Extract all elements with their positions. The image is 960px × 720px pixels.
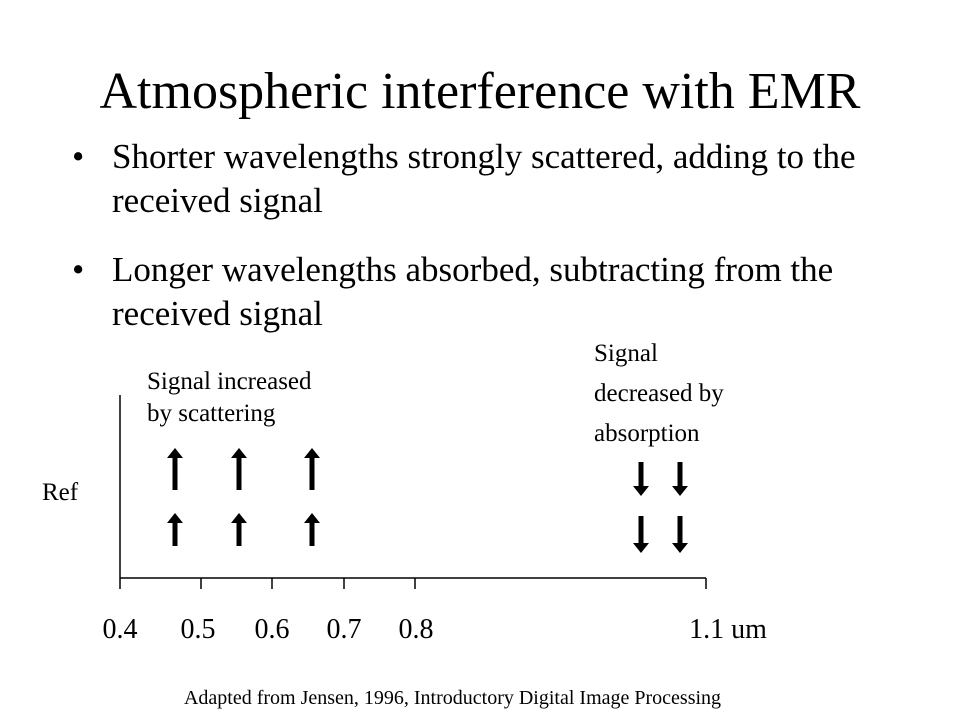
- bullet-item-absorption: • Longer wavelengths absorbed, subtracti…: [72, 248, 932, 336]
- arrow-down-icon: [672, 462, 688, 496]
- slide-title: Atmospheric interference with EMR: [99, 63, 861, 120]
- arrow-up-icon: [231, 448, 247, 490]
- x-tick-label: 0.4: [103, 614, 138, 645]
- signal-arrows: [167, 448, 688, 553]
- arrow-up-icon: [304, 448, 320, 490]
- arrow-up-icon: [231, 513, 247, 546]
- scatter-caption-line-1: Signal increased: [147, 368, 312, 395]
- bullet-dot: •: [72, 250, 85, 289]
- x-axis-tick-labels: 0.4 0.5 0.6 0.7 0.8 1.1 um: [103, 614, 768, 645]
- absorption-caption-line-3: absorption: [594, 420, 700, 447]
- bullet-text: Shorter wavelengths strongly scattered, …: [112, 137, 856, 220]
- scatter-caption-line-2: by scattering: [147, 400, 276, 427]
- x-tick-label: 0.6: [255, 614, 290, 645]
- x-axis-ticks: [119, 578, 707, 589]
- arrow-down-icon: [672, 516, 688, 553]
- x-tick-label: 1.1 um: [689, 614, 767, 645]
- arrow-up-icon: [167, 513, 183, 546]
- absorption-caption-line-2: decreased by: [594, 380, 724, 407]
- arrow-down-icon: [633, 516, 649, 553]
- arrow-down-icon: [633, 462, 649, 496]
- arrow-up-icon: [304, 513, 320, 546]
- x-tick-label: 0.5: [181, 614, 216, 645]
- axes: [119, 395, 706, 579]
- x-tick-label: 0.8: [399, 614, 434, 645]
- arrow-up-icon: [167, 448, 183, 490]
- y-axis-label: Ref: [42, 479, 79, 506]
- x-tick-label: 0.7: [327, 614, 362, 645]
- citation: Adapted from Jensen, 1996, Introductory …: [183, 687, 722, 709]
- bullet-dot: •: [72, 137, 85, 176]
- bullet-item-scattering: • Shorter wavelengths strongly scattered…: [72, 135, 932, 223]
- absorption-caption-line-1: Signal: [594, 340, 658, 367]
- bullet-text: Longer wavelengths absorbed, subtracting…: [112, 250, 834, 333]
